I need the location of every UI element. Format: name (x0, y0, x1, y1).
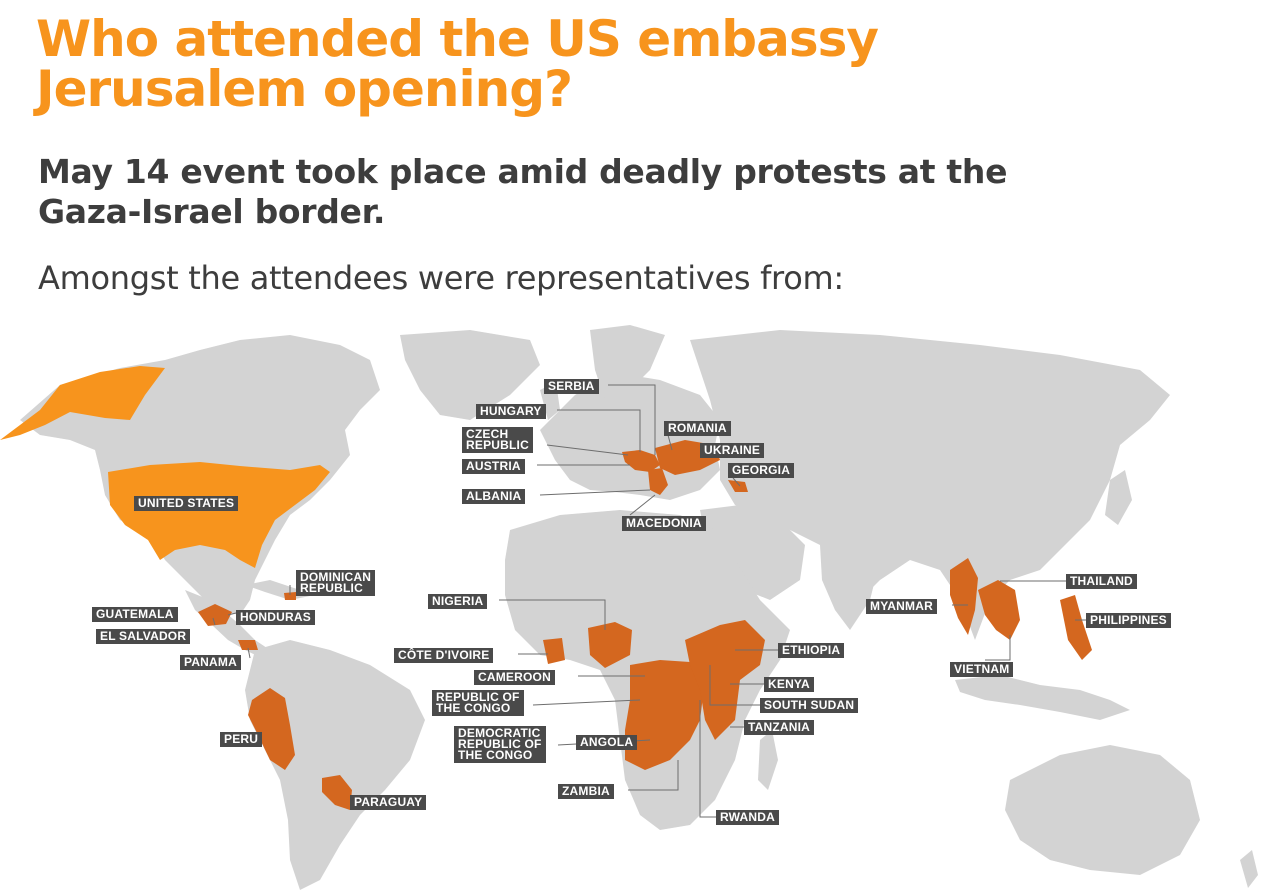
scandinavia-land (590, 325, 665, 400)
panama-shape (238, 640, 258, 650)
label-paraguay: PARAGUAY (350, 795, 427, 810)
label-drc: DEMOCRATIC REPUBLIC OF THE CONGO (454, 726, 546, 763)
label-hungary: HUNGARY (476, 404, 546, 419)
europe-countries-shape (622, 450, 660, 472)
label-republic-of-the-congo: REPUBLIC OF THE CONGO (432, 690, 524, 716)
peru-shape (248, 688, 295, 770)
subtitle: May 14 event took place amid deadly prot… (38, 152, 1007, 232)
label-philippines: PHILIPPINES (1086, 613, 1171, 628)
label-ukraine: UKRAINE (700, 443, 765, 458)
title-line-2: Jerusalem opening? (36, 60, 573, 118)
cote-divoire-shape (543, 638, 565, 664)
madagascar-land (758, 730, 778, 790)
thailand-vietnam-shape (978, 580, 1020, 640)
alaska-shape (0, 366, 165, 440)
new-zealand-land (1240, 850, 1258, 888)
philippines-shape (1060, 595, 1092, 660)
south-america-land (245, 640, 425, 890)
label-angola: ANGOLA (576, 735, 638, 750)
nigeria-shape (588, 622, 632, 668)
myanmar-shape (950, 558, 978, 635)
label-rwanda: RWANDA (716, 810, 779, 825)
label-kenya: KENYA (764, 677, 814, 692)
label-vietnam: VIETNAM (950, 662, 1014, 677)
paraguay-shape (322, 775, 352, 810)
dominican-shape (284, 592, 296, 600)
label-czech-republic: CZECH REPUBLIC (462, 427, 533, 453)
label-guatemala: GUATEMALA (92, 607, 178, 622)
label-dominican-republic: DOMINICAN REPUBLIC (296, 570, 376, 596)
usa-shape (108, 462, 330, 568)
label-cote-divoire: CÔTE D'IVOIRE (394, 648, 494, 663)
label-romania: ROMANIA (664, 421, 731, 436)
label-ethiopia: ETHIOPIA (778, 643, 845, 658)
label-peru: PERU (220, 732, 263, 747)
guatemala-honduras-shape (198, 604, 232, 626)
indonesia-land (955, 675, 1130, 720)
central-africa-shape (625, 660, 705, 770)
label-macedonia: MACEDONIA (622, 516, 706, 531)
label-georgia: GEORGIA (728, 463, 795, 478)
india-land (820, 540, 880, 630)
asia-land (690, 330, 1170, 640)
label-austria: AUSTRIA (462, 459, 525, 474)
label-el-salvador: EL SALVADOR (96, 629, 191, 644)
label-albania: ALBANIA (462, 489, 526, 504)
greenland-land (400, 330, 540, 420)
title-line-1: Who attended the US embassy (36, 10, 879, 68)
label-honduras: HONDURAS (236, 610, 315, 625)
subtitle-line-1: May 14 event took place amid deadly prot… (38, 152, 1008, 191)
label-united-states: UNITED STATES (134, 496, 239, 511)
page-title: Who attended the US embassy Jerusalem op… (36, 10, 879, 118)
label-cameroon: CAMEROON (474, 670, 555, 685)
balkans-shape (648, 468, 668, 495)
label-thailand: THAILAND (1066, 574, 1137, 589)
label-nigeria: NIGERIA (428, 594, 488, 609)
australia-land (1005, 745, 1200, 875)
label-panama: PANAMA (180, 655, 241, 670)
arabia-land (700, 505, 805, 600)
label-south-sudan: SOUTH SUDAN (760, 698, 859, 713)
intro-text: Amongst the attendees were representativ… (38, 259, 844, 297)
label-serbia: SERBIA (544, 379, 599, 394)
japan-land (1105, 470, 1132, 525)
georgia-shape (728, 480, 748, 492)
subtitle-line-2: Gaza-Israel border. (38, 192, 386, 231)
label-myanmar: MYANMAR (866, 599, 937, 614)
label-tanzania: TANZANIA (744, 720, 815, 735)
label-zambia: ZAMBIA (558, 784, 614, 799)
